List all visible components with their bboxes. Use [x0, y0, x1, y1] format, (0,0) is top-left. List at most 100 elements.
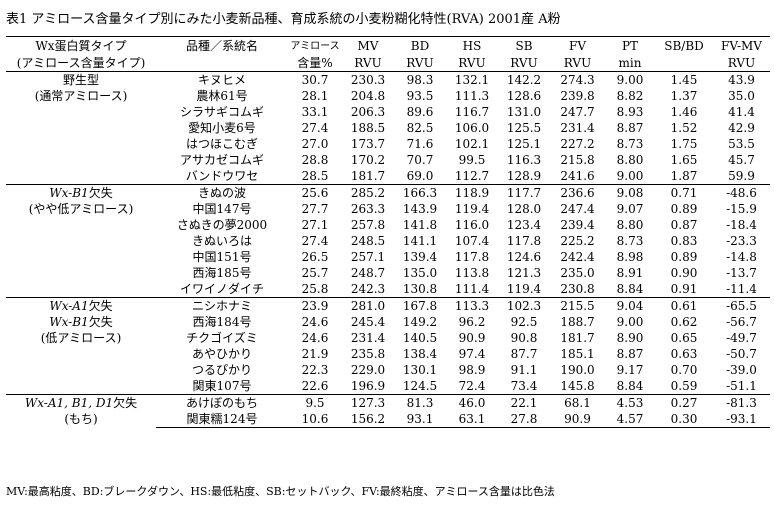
value-cell: -23.3 — [726, 234, 757, 248]
value-cell: 9.17 — [616, 363, 644, 377]
value-cell: 0.89 — [670, 202, 698, 216]
table-row: 野生型 (通常アミロース) キヌヒメ 30.7 230.3 98.3 132.1 142.2 2… — [6, 72, 770, 103]
value-cell: 130.1 — [402, 363, 438, 377]
value-cell: 239.4 — [560, 218, 595, 232]
gene-name: Wx-A1 — [49, 299, 89, 313]
value-cell: 1.52 — [670, 121, 698, 135]
value-cell: 145.8 — [560, 379, 595, 393]
value-cell: 167.8 — [394, 297, 446, 314]
group-label-line: (もち) — [64, 412, 98, 426]
value-cell: 90.9 — [458, 331, 486, 345]
value-cell: 215.8 — [560, 153, 595, 167]
header-cell: min — [605, 55, 655, 72]
value-cell: 119.4 — [506, 282, 542, 296]
value-cell: 149.2 — [402, 315, 438, 329]
value-cell: 173.7 — [350, 137, 386, 151]
value-cell: 28.8 — [301, 153, 329, 167]
value-cell: 116.3 — [506, 153, 542, 167]
value-cell: 25.7 — [301, 266, 329, 280]
variety-name: 関東107号 — [192, 379, 252, 393]
table-row: 西海184号 24.6 245.4 149.2 96.2 92.5 188.7 9.00 0.6… — [6, 314, 770, 330]
header-cell: PT — [605, 36, 655, 55]
variety-name: 西海184号 — [192, 315, 252, 329]
value-cell: 0.27 — [655, 394, 713, 411]
value-cell: 87.7 — [510, 347, 538, 361]
table-row: シラサギコムギ 33.1 206.3 89.6 116.7 131.0 247.7 8.93 1… — [6, 104, 770, 120]
group-label: Wx-B1欠失 (やや低アミロース) — [6, 184, 156, 298]
value-cell: 0.70 — [670, 363, 698, 377]
group-label: 野生型 (通常アミロース) — [6, 72, 156, 185]
value-cell: 127.3 — [342, 394, 394, 411]
variety-name: イワイノダイチ — [179, 282, 264, 296]
table-row: きぬいろは 27.4 248.5 141.1 107.4 117.8 225.2 8.73 0.… — [6, 233, 770, 249]
value-cell: 27.0 — [301, 137, 329, 151]
value-cell: 89.6 — [406, 105, 434, 119]
value-cell: 69.0 — [406, 169, 434, 183]
value-cell: 181.7 — [560, 331, 595, 345]
value-cell: 196.9 — [350, 379, 386, 393]
value-cell: 8.84 — [616, 379, 644, 393]
value-cell: -39.0 — [726, 363, 757, 377]
value-cell: 68.1 — [550, 394, 605, 411]
variety-name: 愛知小麦6号 — [188, 121, 256, 135]
value-cell: 43.9 — [728, 73, 755, 87]
table-row: 中国147号 27.7 263.3 143.9 119.4 128.0 247.4 9.07 0… — [6, 201, 770, 217]
value-cell: 257.8 — [350, 218, 386, 232]
value-cell: 227.2 — [560, 137, 595, 151]
table-footnote: MV:最高粘度、BD:ブレークダウン、HS:最低粘度、SB:セットバック、FV:… — [6, 485, 555, 498]
value-cell: 8.87 — [616, 121, 644, 135]
value-cell: 27.8 — [498, 411, 550, 428]
value-cell: 236.6 — [550, 184, 605, 201]
value-cell: 285.2 — [342, 184, 394, 201]
value-cell: 241.6 — [560, 169, 595, 183]
value-cell: 247.4 — [560, 202, 595, 216]
value-cell: 206.3 — [350, 105, 386, 119]
value-cell: 142.2 — [506, 73, 542, 87]
value-cell: 112.7 — [454, 169, 490, 183]
header-cell: 含量% — [288, 55, 342, 72]
value-cell: 247.7 — [560, 105, 595, 119]
value-cell: 8.87 — [616, 347, 644, 361]
header-cell: RVU — [498, 55, 550, 72]
value-cell: 141.1 — [402, 234, 438, 248]
value-cell: 181.7 — [350, 169, 386, 183]
value-cell: 45.7 — [728, 153, 755, 167]
value-cell: 170.2 — [350, 153, 386, 167]
variety-name: シラサギコムギ — [179, 105, 264, 119]
value-cell: 0.90 — [670, 266, 698, 280]
value-cell: 1.37 — [670, 89, 698, 103]
value-cell: 138.4 — [402, 347, 438, 361]
value-cell: 131.0 — [506, 105, 542, 119]
value-cell: 1.87 — [670, 169, 698, 183]
variety-name: ニシホナミ — [156, 297, 288, 314]
gene-name: Wx-B1 — [49, 186, 89, 200]
header-cell — [655, 55, 713, 72]
group-label-line: 野生型 — [62, 73, 99, 87]
table-row: はつほこむぎ 27.0 173.7 71.6 102.1 125.1 227.2 8.73 1.… — [6, 136, 770, 152]
table-row: アサカゼコムギ 28.8 170.2 70.7 99.5 116.3 215.8 8.80 1.… — [6, 152, 770, 168]
variety-name: きぬいろは — [191, 234, 252, 248]
value-cell: 21.9 — [301, 347, 329, 361]
value-cell: 124.5 — [402, 379, 438, 393]
table-row: あやひかり 21.9 235.8 138.4 97.4 87.7 185.1 8.87 0.63… — [6, 346, 770, 362]
value-cell: 27.4 — [301, 234, 329, 248]
value-cell: 141.8 — [402, 218, 438, 232]
gene-name: Wx-A1, B1, D1 — [24, 396, 114, 410]
value-cell: 102.3 — [498, 297, 550, 314]
header-cell: (アミロース含量タイプ) — [6, 55, 156, 72]
value-cell: 8.98 — [616, 250, 644, 264]
value-cell: 4.53 — [605, 394, 655, 411]
table-row: 関東107号 22.6 196.9 124.5 72.4 73.4 145.8 8.84 0.5… — [6, 378, 770, 395]
value-cell: 225.2 — [560, 234, 595, 248]
group-label-line: (やや低アミロース) — [28, 202, 134, 216]
value-cell: 0.71 — [655, 184, 713, 201]
value-cell: 231.4 — [560, 121, 595, 135]
group-label-line: Wx-B1欠失 — [49, 186, 113, 200]
value-cell: 235.8 — [350, 347, 386, 361]
value-cell: 235.0 — [560, 266, 595, 280]
value-cell: 188.5 — [350, 121, 386, 135]
variety-name: アサカゼコムギ — [179, 153, 264, 167]
header-cell: HS — [446, 36, 498, 55]
value-cell: 245.4 — [350, 315, 386, 329]
value-cell: 242.4 — [560, 250, 595, 264]
